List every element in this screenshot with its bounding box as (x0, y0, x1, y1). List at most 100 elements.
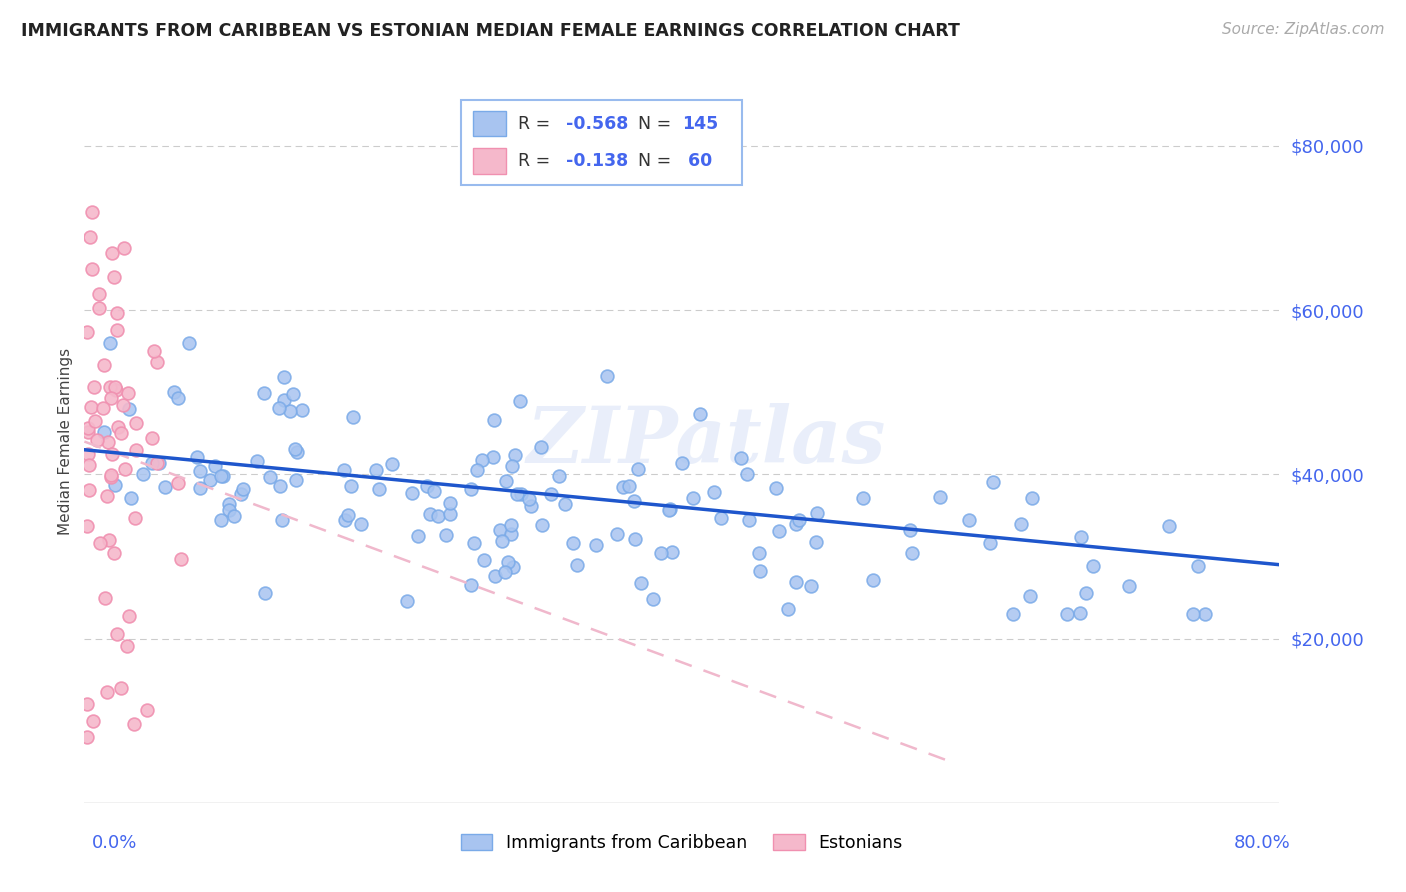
Point (710, 510, 733, 524)
Point (623, 493, 645, 508)
Point (472, 552, 495, 566)
Point (89, 301, 111, 315)
Point (105, 627, 128, 641)
Point (112, 398, 135, 412)
Point (749, 564, 772, 578)
Point (80, 400, 103, 414)
Point (501, 459, 523, 474)
Point (86, 433, 108, 447)
Point (422, 484, 444, 499)
Text: ZIPatlas: ZIPatlas (526, 403, 886, 480)
Point (785, 516, 807, 531)
Point (439, 496, 461, 510)
Point (806, 507, 828, 521)
Point (105, 305, 128, 319)
Point (114, 461, 136, 475)
Point (804, 534, 827, 549)
Point (224, 509, 246, 524)
Point (340, 479, 363, 493)
Point (596, 368, 619, 383)
Point (253, 386, 276, 401)
Point (530, 440, 553, 454)
Point (84, 414, 107, 428)
Point (426, 508, 449, 523)
Point (406, 529, 429, 543)
Point (1002, 607, 1025, 621)
Legend: Immigrants from Caribbean, Estonians: Immigrants from Caribbean, Estonians (454, 827, 910, 859)
Point (246, 453, 269, 467)
Point (97, 533, 120, 547)
Point (132, 467, 155, 481)
Point (96, 684, 118, 698)
Point (366, 463, 388, 477)
Point (278, 404, 301, 418)
Text: N =: N = (638, 115, 676, 133)
Point (76, 519, 98, 533)
Point (104, 478, 127, 492)
Point (499, 527, 522, 541)
Point (689, 407, 711, 421)
Point (76, 698, 98, 712)
Point (231, 487, 253, 501)
Point (495, 475, 517, 489)
Point (554, 498, 576, 512)
Point (929, 491, 952, 505)
Point (259, 470, 281, 484)
Point (333, 463, 356, 477)
Point (612, 480, 634, 494)
Point (91, 401, 114, 416)
Point (101, 245, 124, 260)
Point (463, 536, 485, 550)
Point (105, 323, 128, 337)
Point (460, 578, 482, 592)
Point (627, 461, 650, 475)
Point (188, 464, 211, 478)
Point (93, 358, 115, 372)
Point (100, 470, 122, 484)
Point (460, 483, 482, 497)
Point (122, 717, 145, 731)
Point (97, 434, 120, 449)
Point (585, 539, 607, 553)
Point (77, 483, 100, 497)
Point (124, 417, 146, 431)
Point (1069, 606, 1091, 620)
Point (505, 449, 527, 463)
Point (269, 478, 291, 492)
Point (145, 355, 167, 369)
Point (98, 336, 121, 351)
Text: 145: 145 (682, 115, 718, 133)
Point (730, 450, 752, 465)
Point (470, 453, 492, 467)
Point (77, 458, 100, 473)
Point (167, 391, 190, 405)
Point (800, 578, 823, 592)
Point (658, 503, 681, 517)
Point (79, 229, 101, 244)
Point (765, 481, 787, 495)
Point (862, 574, 884, 588)
Point (98, 380, 121, 394)
Point (77, 447, 100, 461)
Point (141, 456, 163, 470)
Text: Source: ZipAtlas.com: Source: ZipAtlas.com (1222, 22, 1385, 37)
Point (177, 336, 200, 351)
FancyBboxPatch shape (461, 100, 742, 185)
Point (540, 487, 562, 501)
Point (748, 546, 770, 560)
Point (496, 555, 519, 569)
Point (436, 527, 458, 541)
Point (520, 500, 543, 514)
Point (96, 490, 118, 504)
Point (200, 473, 222, 487)
Point (100, 467, 122, 482)
Point (1187, 558, 1209, 573)
Point (517, 492, 540, 507)
Point (89, 286, 111, 301)
Point (105, 383, 128, 397)
Point (776, 602, 799, 616)
Point (107, 420, 129, 434)
Point (852, 491, 875, 505)
Point (768, 524, 790, 538)
Point (337, 508, 360, 523)
